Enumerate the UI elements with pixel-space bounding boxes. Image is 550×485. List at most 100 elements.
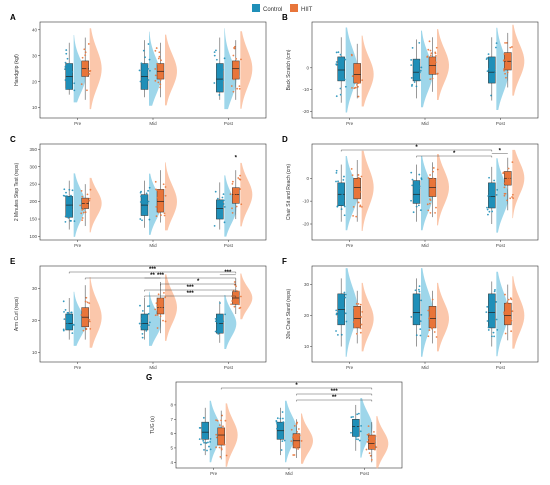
box-control [412,180,421,204]
data-point [490,94,492,97]
data-point [221,414,223,417]
data-point [222,199,225,202]
data-point [217,324,219,327]
box-control [201,421,209,440]
data-point [157,57,160,60]
data-point [351,54,353,57]
data-point [155,205,158,208]
data-point [495,194,498,196]
data-point [418,185,421,188]
data-point [85,296,88,299]
data-point [88,302,91,305]
violin-control [360,398,373,458]
data-point [487,53,490,56]
y-tick-label: 0 [306,65,309,70]
data-point [65,195,68,197]
data-point [146,305,149,308]
data-point [420,299,423,302]
data-point [429,313,432,316]
data-point [67,216,70,219]
data-point [419,334,422,337]
y-tick-label: 300 [29,164,37,169]
data-point [355,436,357,438]
data-point [223,221,226,224]
data-point [68,62,71,65]
data-point [431,77,434,80]
data-point [147,312,150,315]
data-point [215,433,218,436]
data-point [507,65,510,68]
data-point [140,190,142,193]
data-point [506,199,508,202]
data-point [344,58,347,61]
data-point [493,320,495,323]
data-point [367,437,370,440]
data-point [354,326,356,329]
data-point [358,81,361,84]
violin-control [421,268,433,357]
data-point [486,320,489,322]
data-point [70,194,72,197]
data-point [418,285,421,288]
box-control [488,293,496,329]
data-point [147,79,150,81]
data-point [222,203,225,205]
y-tick-label: 100 [29,234,37,239]
data-point [505,41,508,44]
data-point [412,211,415,214]
data-point [213,82,216,84]
data-point [219,82,222,85]
data-point [159,86,162,89]
data-point [373,430,375,433]
violin-hiit [165,274,177,341]
data-point [158,55,161,58]
data-point [429,211,432,214]
data-point [355,190,358,193]
data-point [338,312,341,315]
data-point [217,323,220,325]
data-point [410,171,413,174]
box-hiit [217,427,225,446]
data-point [374,448,376,451]
data-point [436,72,439,75]
data-point [239,295,242,298]
data-point [300,440,303,442]
data-point [359,430,362,433]
y-axis-label: Arm Curl (reps) [14,297,20,332]
data-point [218,201,221,204]
data-point [335,61,338,63]
legend-swatch-control [252,4,260,12]
data-point [232,54,235,57]
data-point [357,176,360,179]
data-point [344,85,347,88]
data-point [430,321,433,324]
data-point [233,47,235,49]
data-point [335,63,338,66]
data-point [155,302,158,305]
data-point [63,188,66,191]
data-point [160,214,162,217]
data-point [155,215,158,218]
sig-label: * [499,149,502,155]
data-point [426,203,429,206]
sig-label: * [415,145,418,151]
data-point [216,317,219,320]
data-point [233,281,236,283]
data-point [240,58,242,61]
data-point [418,290,421,293]
data-point [238,307,241,310]
data-point [86,89,88,92]
y-tick-label: -20 [302,109,309,114]
data-point [282,421,285,424]
data-point [238,87,241,90]
data-point [278,435,280,438]
data-point [220,419,222,422]
data-point [141,196,144,199]
data-point [415,205,418,208]
data-point [355,84,358,86]
data-point [216,197,219,200]
data-point [416,298,419,301]
data-point [73,220,76,223]
data-point [219,455,222,458]
